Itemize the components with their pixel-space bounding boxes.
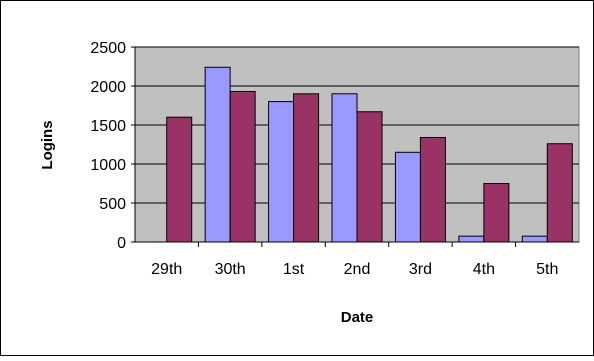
x-tick-label: 1st (283, 261, 305, 278)
x-tick-label: 5th (536, 261, 558, 278)
bar-series-1-3rd (394, 151, 421, 243)
y-tick-label: 2500 (90, 40, 126, 57)
bar-series-2-2nd (356, 111, 383, 243)
y-tick-label: 0 (117, 235, 126, 252)
axes (131, 46, 579, 247)
bar-series-2-30th (229, 90, 256, 243)
x-tick-label: 29th (151, 261, 182, 278)
bar-series-2-1st (293, 93, 320, 243)
x-tick-label: 2nd (344, 261, 371, 278)
x-tick-label: 30th (215, 261, 246, 278)
bar-series-1-2nd (331, 93, 358, 243)
y-tick-labels: 0 500 1000 1500 2000 2500 (90, 40, 126, 252)
bar-series-2-29th (166, 116, 193, 243)
x-tick-labels: 29th 30th 1st 2nd 3rd 4th 5th (151, 261, 558, 278)
y-tick-label: 1500 (90, 118, 126, 135)
bars (166, 66, 573, 243)
bar-series-2-5th (546, 143, 573, 243)
y-tick-label: 2000 (90, 79, 126, 96)
y-axis-title: Logins (39, 120, 56, 169)
bar-series-1-4th (458, 235, 485, 243)
bar-series-2-4th (483, 183, 510, 243)
bar-series-1-30th (204, 66, 231, 243)
bar-series-2-3rd (419, 136, 446, 243)
x-axis-title: Date (341, 309, 374, 326)
x-tick-label: 4th (473, 261, 495, 278)
x-tick-label: 3rd (409, 261, 432, 278)
bar-series-1-1st (268, 101, 295, 243)
bar-series-1-5th (521, 235, 548, 243)
y-tick-label: 1000 (90, 157, 126, 174)
y-tick-label: 500 (99, 196, 126, 213)
